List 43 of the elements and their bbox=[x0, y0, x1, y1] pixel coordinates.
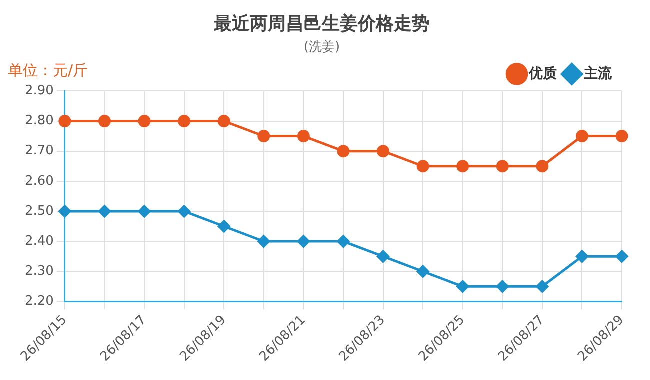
point bbox=[98, 115, 111, 128]
chart-title: 最近两周昌邑生姜价格走势 bbox=[213, 12, 430, 34]
y-tick-label: 2.50 bbox=[24, 204, 54, 219]
point bbox=[218, 115, 230, 128]
point bbox=[496, 160, 509, 173]
point bbox=[576, 130, 588, 143]
point bbox=[416, 265, 430, 278]
point bbox=[536, 160, 549, 173]
point bbox=[258, 130, 270, 143]
point bbox=[218, 220, 230, 233]
point bbox=[616, 250, 628, 263]
point bbox=[297, 235, 310, 248]
point bbox=[58, 205, 72, 218]
y-tick-label: 2.30 bbox=[24, 264, 54, 279]
point bbox=[178, 115, 191, 128]
point bbox=[337, 235, 350, 248]
point bbox=[58, 115, 72, 128]
point bbox=[616, 130, 628, 143]
point bbox=[377, 250, 390, 263]
y-tick-label: 2.40 bbox=[24, 234, 54, 249]
point bbox=[138, 115, 151, 128]
y-tick-label: 2.70 bbox=[24, 144, 54, 159]
point bbox=[258, 235, 270, 248]
point bbox=[337, 145, 350, 158]
point bbox=[496, 280, 509, 293]
y-tick-label: 2.60 bbox=[24, 174, 54, 189]
point bbox=[377, 145, 390, 158]
legend-label: 优质 bbox=[528, 64, 557, 82]
point bbox=[98, 205, 111, 218]
point bbox=[416, 160, 430, 173]
point bbox=[536, 280, 549, 293]
y-tick-label: 2.80 bbox=[24, 114, 54, 129]
chart-subtitle: (洗姜) bbox=[304, 38, 340, 55]
y-tick-label: 2.20 bbox=[24, 294, 54, 310]
point bbox=[138, 205, 151, 218]
point bbox=[456, 280, 470, 293]
point bbox=[456, 160, 470, 173]
point bbox=[178, 205, 191, 218]
point bbox=[576, 250, 588, 263]
point bbox=[297, 130, 310, 143]
y-tick-label: 2.90 bbox=[24, 84, 54, 99]
y-axis-title: 单位：元/斤 bbox=[8, 62, 88, 80]
legend-label: 主流 bbox=[583, 64, 613, 82]
